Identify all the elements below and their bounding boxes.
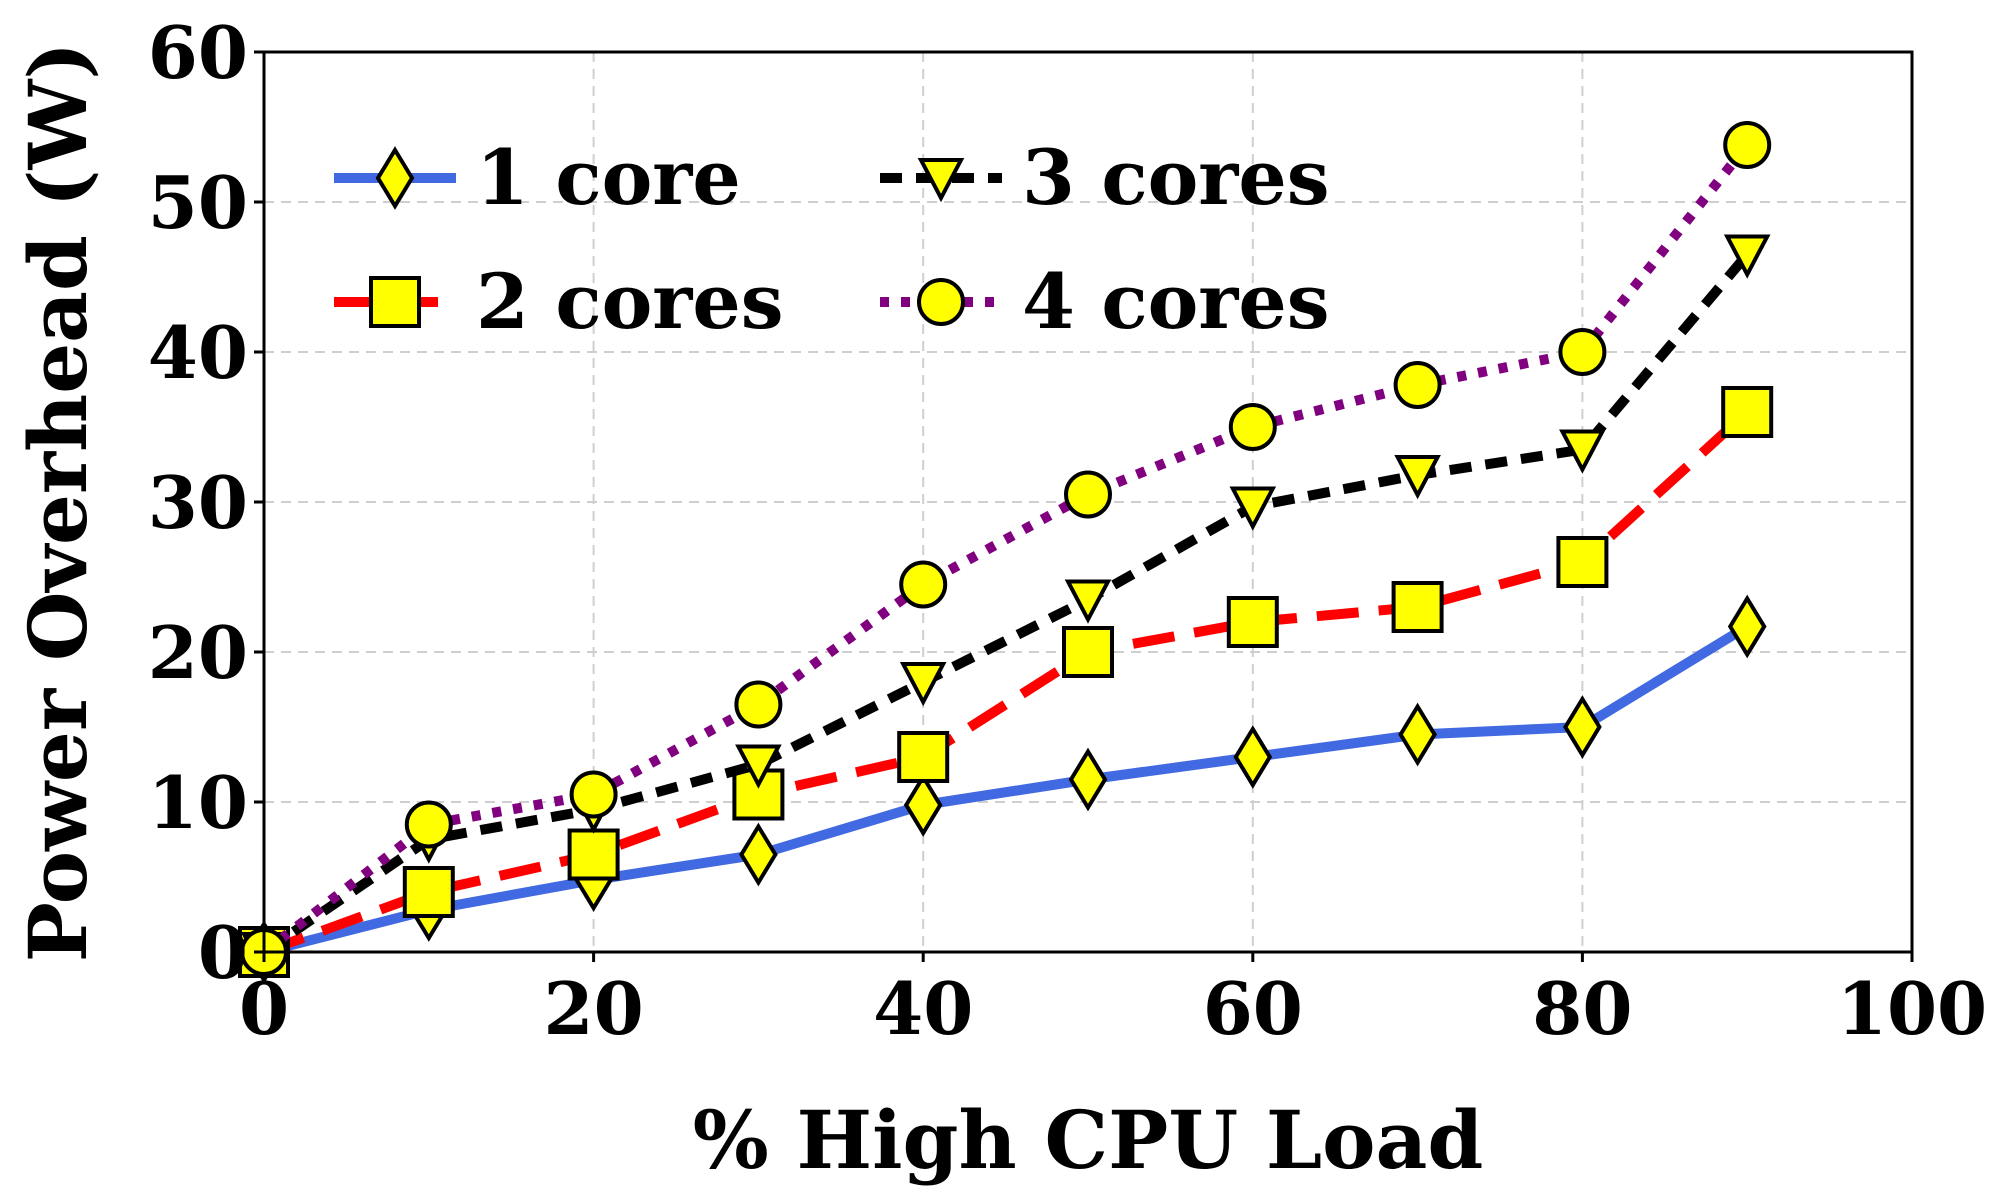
x-tick-label: 80 [1532, 966, 1632, 1051]
data-point [1723, 121, 1772, 169]
y-axis-title: Power Overhead (W) [11, 42, 105, 963]
data-point [1229, 486, 1277, 531]
legend: 1 core 2 cores 3 cores 4 cores [334, 133, 1330, 346]
legend-label: 3 cores [1022, 133, 1330, 222]
data-point [1723, 234, 1771, 279]
data-point [735, 744, 782, 789]
data-point [1226, 596, 1279, 648]
y-tick-label: 30 [148, 460, 248, 545]
data-point [1398, 702, 1437, 767]
data-point [1233, 725, 1273, 789]
series-1-core [244, 594, 1767, 984]
data-point [1068, 747, 1108, 812]
data-point [1727, 594, 1767, 659]
data-point [1558, 328, 1607, 376]
legend-marker [917, 158, 965, 203]
x-tick-label: 20 [543, 966, 643, 1051]
y-tick-label: 10 [148, 760, 248, 845]
data-point [1563, 695, 1602, 759]
legend-entry: 2 cores [334, 257, 784, 346]
series-4-cores [240, 121, 1772, 976]
data-point [1062, 626, 1114, 678]
data-point [404, 800, 453, 849]
series-line [262, 622, 1750, 957]
x-tick-label: 40 [873, 966, 973, 1051]
legend-label: 1 core [476, 133, 741, 222]
data-point [899, 560, 948, 609]
legend-marker [369, 276, 421, 328]
data-point [1394, 455, 1441, 500]
legend-entry: 4 cores [880, 257, 1330, 346]
legend-entry: 3 cores [880, 133, 1330, 222]
data-point [569, 770, 618, 819]
data-point [1559, 429, 1606, 474]
series-2-cores [238, 386, 1774, 978]
data-point [1064, 470, 1112, 519]
series-3-cores [240, 234, 1771, 977]
data-point [1721, 386, 1774, 438]
data-point [903, 773, 943, 837]
x-tick-label: 0 [239, 966, 289, 1051]
y-tick-label: 40 [148, 310, 248, 395]
data-point [897, 731, 950, 783]
series-line [261, 251, 1752, 957]
data-point [1393, 361, 1442, 409]
x-tick-label: 100 [1837, 966, 1987, 1051]
series-line [260, 141, 1752, 956]
y-tick-label: 0 [198, 910, 248, 995]
data-point [1228, 403, 1277, 451]
legend-entry: 1 core [334, 133, 741, 222]
legend-label: 4 cores [1022, 257, 1330, 346]
data-point [402, 866, 455, 918]
y-tick-label: 20 [148, 610, 248, 695]
x-axis-title: % High CPU Load [693, 1093, 1484, 1187]
y-tick-label: 50 [148, 160, 248, 245]
data-point [739, 822, 778, 887]
y-tick-label: 60 [148, 10, 248, 95]
data-point [1556, 536, 1609, 588]
data-point [1064, 579, 1112, 624]
data-point [899, 662, 947, 707]
data-point [734, 680, 783, 729]
legend-marker [375, 146, 415, 210]
ticks: 0 20 40 60 80 100 0 10 20 30 40 50 60 [148, 10, 1987, 1051]
legend-label: 2 cores [476, 257, 784, 346]
x-tick-label: 60 [1203, 966, 1303, 1051]
series-line [262, 408, 1751, 957]
legend-marker [917, 278, 965, 326]
data-point [567, 828, 620, 881]
data-point [1391, 581, 1444, 633]
series-layer [238, 121, 1774, 984]
